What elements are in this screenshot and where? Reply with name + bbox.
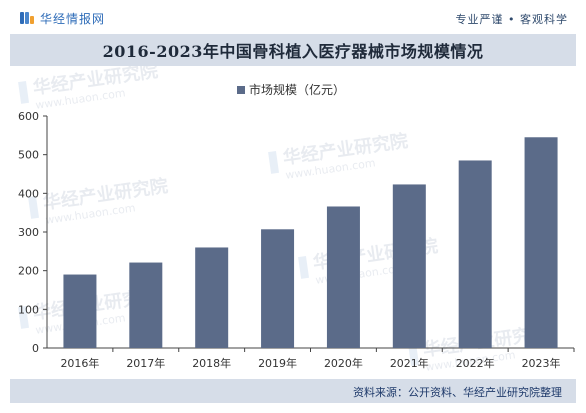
x-tick-label: 2018年 — [192, 356, 231, 370]
brand: 华经情报网 — [20, 10, 105, 26]
brand-logo-icon — [20, 11, 34, 25]
bar — [129, 262, 163, 348]
x-tick-label: 2021年 — [390, 356, 429, 370]
slogan: 专业严谨 • 客观科学 — [455, 13, 568, 26]
x-tick-label: 2023年 — [522, 356, 561, 370]
y-tick-label: 0 — [32, 342, 39, 355]
y-tick-label: 300 — [18, 226, 39, 239]
x-tick-label: 2017年 — [126, 356, 165, 370]
y-tick-label: 100 — [18, 303, 39, 316]
x-tick-label: 2020年 — [324, 356, 363, 370]
brand-name: 华经情报网 — [40, 11, 106, 26]
bar — [524, 137, 558, 348]
x-tick-label: 2019年 — [258, 356, 297, 370]
bar — [326, 206, 360, 348]
source-band: 资料来源：公开资料、华经产业研究院整理 — [10, 379, 576, 403]
watermark-logo-icon — [28, 196, 40, 219]
source-note: 资料来源：公开资料、华经产业研究院整理 — [353, 386, 562, 399]
watermark-logo-icon — [408, 343, 420, 366]
bar — [458, 160, 492, 348]
title-band: 2016-2023年中国骨科植入医疗器械市场规模情况 — [10, 34, 576, 66]
legend-swatch — [237, 86, 245, 94]
watermark-logo-icon — [18, 306, 30, 329]
legend-label: 市场规模（亿元） — [249, 82, 345, 97]
legend: 市场规模（亿元） — [237, 82, 345, 97]
watermark-logo-icon — [18, 81, 30, 104]
y-tick-label: 600 — [18, 110, 39, 123]
watermark-logo-icon — [268, 151, 280, 174]
y-tick-label: 400 — [18, 187, 39, 200]
x-tick-label: 2016年 — [60, 356, 99, 370]
top-bar: 华经情报网 专业严谨 • 客观科学 — [0, 0, 586, 34]
chart-title: 2016-2023年中国骨科植入医疗器械市场规模情况 — [102, 42, 484, 61]
bar — [63, 274, 97, 348]
y-tick-label: 200 — [18, 265, 39, 278]
bar — [392, 184, 426, 348]
bar — [261, 229, 295, 348]
bar — [195, 247, 229, 348]
y-tick-label: 500 — [18, 149, 39, 162]
x-tick-label: 2022年 — [456, 356, 495, 370]
watermark-logo-icon — [298, 256, 310, 279]
